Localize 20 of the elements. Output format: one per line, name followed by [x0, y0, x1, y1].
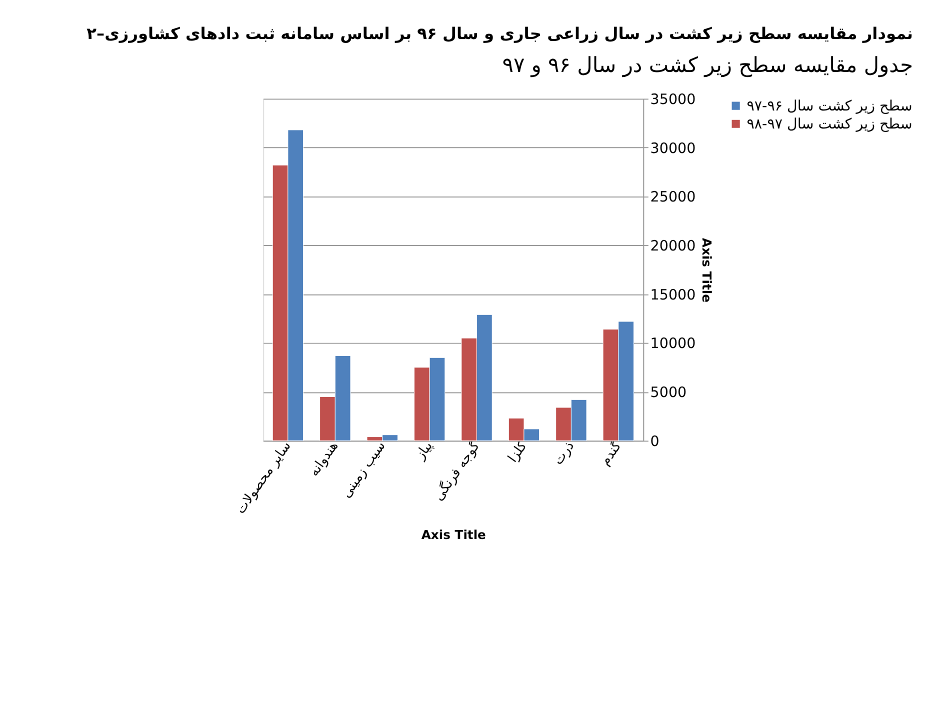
- y-tick-label: 30000: [650, 140, 696, 157]
- y-tick-label: 25000: [650, 190, 696, 206]
- y-tick-label: 35000: [650, 92, 696, 108]
- x-axis-title: Axis Title: [421, 528, 486, 542]
- x-tick-label: ذرت: [551, 438, 578, 468]
- chart-title: ۲–نمودار مقایسه سطح زیر کشت در سال زراعی جاری و سال ۹۶ بر اساس سامانه ثبت دادهای کشاورزی: [86, 24, 913, 43]
- y-tick-label: 10000: [650, 336, 696, 352]
- x-tick-label: سایر محصولات: [233, 438, 294, 517]
- text: جدول مقایسه سطح زیر کشت در سال ۹۶ و ۹۷: [502, 53, 913, 78]
- legend-label: سطح زیر کشت سال ۹۷-۹۸: [746, 116, 912, 133]
- x-tick-label: پیاز: [412, 438, 436, 464]
- x-tick-label: سیب زمینی: [339, 438, 389, 501]
- y-axis-title: Axis Title: [699, 238, 714, 302]
- y-tick-label: 20000: [650, 238, 696, 254]
- legend-label: سطح زیر کشت سال ۹۶-۹۷: [746, 98, 912, 115]
- x-tick-label: کلزا: [506, 438, 531, 466]
- y-tick-label: 0: [650, 434, 660, 450]
- x-tick-label: هندوانه: [306, 438, 342, 480]
- y-tick-label: 15000: [650, 287, 696, 304]
- y-tick-label: 5000: [650, 385, 687, 402]
